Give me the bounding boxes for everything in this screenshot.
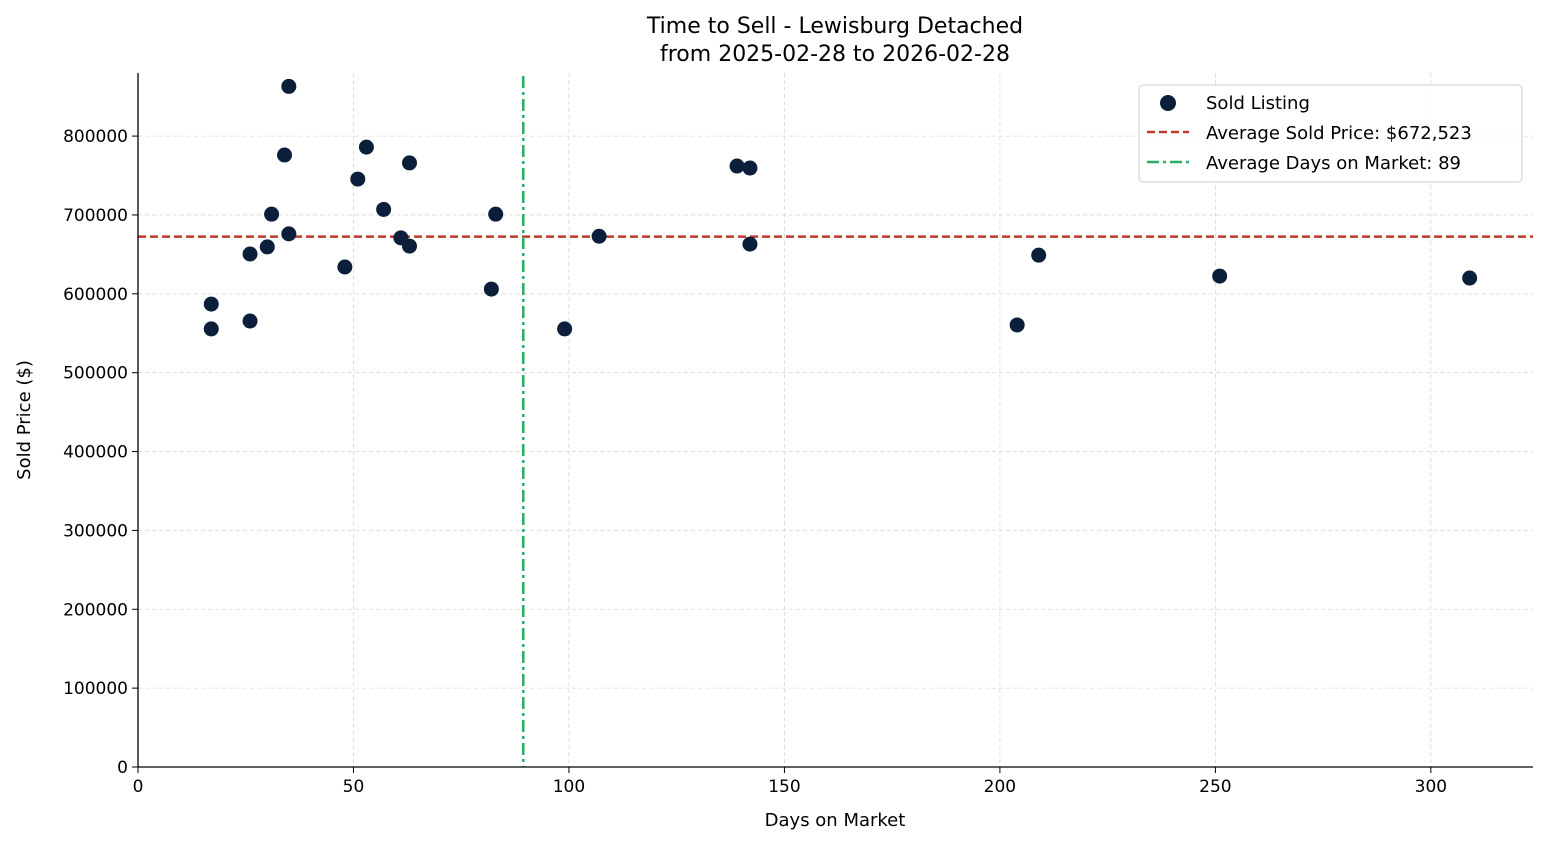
data-point	[281, 226, 297, 242]
y-tick-label: 0	[117, 758, 128, 778]
y-tick-label: 400000	[63, 443, 128, 463]
y-tick-label: 100000	[63, 679, 128, 699]
y-tick-label: 600000	[63, 285, 128, 305]
legend-label-avg-days: Average Days on Market: 89	[1206, 153, 1461, 174]
data-point	[376, 201, 392, 217]
data-point	[1031, 247, 1047, 263]
data-point	[591, 228, 607, 244]
data-point	[402, 155, 418, 171]
data-point	[488, 206, 504, 222]
data-point	[742, 236, 758, 252]
y-tick-label: 200000	[63, 600, 128, 620]
data-point	[358, 139, 374, 155]
legend-label-sold: Sold Listing	[1206, 93, 1310, 114]
x-tick-label: 0	[133, 777, 144, 797]
y-tick-label: 800000	[63, 127, 128, 147]
x-tick-label: 200	[984, 777, 1016, 797]
x-tick-label: 250	[1199, 777, 1231, 797]
x-tick-label: 100	[553, 777, 585, 797]
data-point	[1009, 317, 1025, 333]
x-tick-label: 150	[768, 777, 800, 797]
legend-marker-sold	[1160, 95, 1176, 111]
axes	[132, 73, 1533, 773]
data-point	[557, 321, 573, 337]
data-point	[277, 147, 293, 163]
data-point	[337, 259, 353, 275]
y-axis-label: Sold Price ($)	[14, 360, 35, 480]
data-points	[203, 78, 1478, 337]
data-point	[259, 239, 275, 255]
legend-box	[1138, 84, 1523, 183]
data-point	[281, 78, 297, 94]
data-point	[483, 281, 499, 297]
data-point	[350, 171, 366, 187]
data-point	[729, 158, 745, 174]
data-point	[203, 321, 219, 337]
y-tick-label: 500000	[63, 364, 128, 384]
x-tick-label: 50	[343, 777, 365, 797]
chart-title: Time to Sell - Lewisburg Detached	[646, 14, 1023, 39]
chart-subtitle: from 2025-02-28 to 2026-02-28	[660, 42, 1010, 67]
data-point	[742, 160, 758, 176]
data-point	[1462, 270, 1478, 286]
x-tick-label: 300	[1415, 777, 1447, 797]
legend: Sold Listing Average Sold Price: $672,52…	[1138, 84, 1523, 183]
y-tick-label: 300000	[63, 521, 128, 541]
tick-labels: 0 50 100 150 200 250 300 0 100000 200000 300000 400…	[63, 127, 1447, 797]
data-point	[264, 206, 280, 222]
y-tick-label: 700000	[63, 206, 128, 226]
data-point	[1212, 268, 1228, 284]
data-point	[402, 238, 418, 254]
legend-label-avg-price: Average Sold Price: $672,523	[1206, 123, 1472, 144]
data-point	[242, 246, 258, 262]
reference-lines	[138, 76, 1533, 767]
data-point	[242, 313, 258, 329]
data-point	[203, 296, 219, 312]
x-axis-label: Days on Market	[765, 810, 906, 831]
